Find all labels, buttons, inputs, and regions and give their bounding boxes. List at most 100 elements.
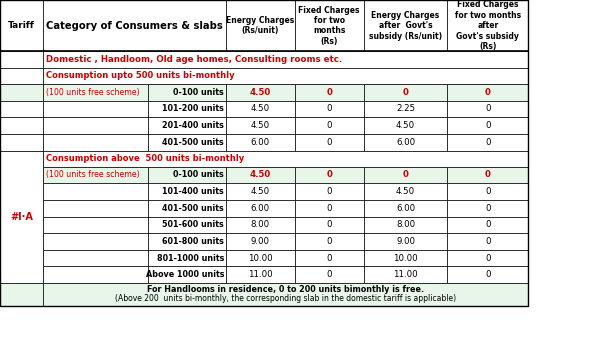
Text: 0: 0 — [485, 270, 491, 279]
Bar — [447, 0, 528, 51]
Bar — [364, 101, 447, 117]
Bar — [148, 217, 226, 233]
Bar — [447, 266, 528, 283]
Bar — [447, 200, 528, 217]
Bar — [43, 200, 148, 217]
Text: Consumption upto 500 units bi-monthly: Consumption upto 500 units bi-monthly — [46, 71, 234, 81]
Bar — [226, 266, 295, 283]
Text: 601-800 units: 601-800 units — [162, 237, 224, 246]
Bar — [0, 84, 43, 101]
Text: 0: 0 — [326, 187, 332, 196]
Bar — [226, 0, 295, 51]
Bar — [295, 134, 364, 151]
Bar — [295, 183, 364, 200]
Bar — [226, 117, 295, 134]
Text: 401-500 units: 401-500 units — [162, 138, 224, 147]
Text: (Above 200  units bi-monthly, the corresponding slab in the domestic tariff is a: (Above 200 units bi-monthly, the corresp… — [115, 295, 456, 303]
Text: Fixed Charges
for two
months
(Rs): Fixed Charges for two months (Rs) — [298, 6, 360, 46]
Bar — [148, 117, 226, 134]
Bar — [226, 134, 295, 151]
Text: 6.00: 6.00 — [251, 138, 270, 147]
Bar — [295, 250, 364, 266]
Text: 4.50: 4.50 — [251, 121, 270, 130]
Text: 101-400 units: 101-400 units — [162, 187, 224, 196]
Text: 0: 0 — [485, 88, 491, 97]
Text: 4.50: 4.50 — [250, 170, 271, 179]
Text: 11.00: 11.00 — [393, 270, 418, 279]
Text: (100 units free scheme): (100 units free scheme) — [46, 88, 139, 97]
Text: 4.50: 4.50 — [250, 88, 271, 97]
Bar — [0, 0, 528, 306]
Bar — [43, 51, 528, 68]
Bar — [447, 233, 528, 250]
Text: #I·A: #I·A — [10, 212, 33, 222]
Bar — [43, 0, 226, 51]
Text: 0: 0 — [326, 121, 332, 130]
Text: 0-100 units: 0-100 units — [173, 170, 224, 179]
Bar — [295, 200, 364, 217]
Bar — [148, 250, 226, 266]
Text: 0: 0 — [485, 121, 491, 130]
Text: 10.00: 10.00 — [248, 254, 273, 263]
Bar — [0, 233, 43, 250]
Text: 9.00: 9.00 — [396, 237, 415, 246]
Text: 10.00: 10.00 — [393, 254, 418, 263]
Bar — [226, 217, 295, 233]
Bar — [295, 233, 364, 250]
Text: 0: 0 — [326, 220, 332, 229]
Bar — [226, 167, 295, 183]
Bar — [0, 134, 43, 151]
Bar — [364, 84, 447, 101]
Bar — [447, 183, 528, 200]
Bar — [0, 151, 43, 167]
Bar — [364, 233, 447, 250]
Text: Domestic , Handloom, Old age homes, Consulting rooms etc.: Domestic , Handloom, Old age homes, Cons… — [46, 55, 342, 64]
Text: Category of Consumers & slabs: Category of Consumers & slabs — [46, 21, 223, 31]
Bar — [148, 233, 226, 250]
Bar — [148, 101, 226, 117]
Bar — [148, 200, 226, 217]
Bar — [43, 117, 148, 134]
Bar — [447, 117, 528, 134]
Bar — [148, 167, 226, 183]
Bar — [364, 117, 447, 134]
Bar — [43, 101, 148, 117]
Bar — [0, 217, 43, 233]
Bar — [226, 84, 295, 101]
Bar — [43, 233, 148, 250]
Text: 8.00: 8.00 — [396, 220, 415, 229]
Bar — [0, 266, 43, 283]
Text: 6.00: 6.00 — [396, 204, 415, 213]
Bar — [0, 183, 43, 200]
Bar — [148, 183, 226, 200]
Text: 8.00: 8.00 — [251, 220, 270, 229]
Bar — [0, 250, 43, 266]
Bar — [148, 84, 226, 101]
Bar — [364, 167, 447, 183]
Bar — [226, 101, 295, 117]
Bar — [43, 217, 148, 233]
Bar — [43, 151, 528, 167]
Bar — [0, 117, 43, 134]
Bar — [43, 68, 528, 84]
Bar — [364, 0, 447, 51]
Text: 0: 0 — [485, 138, 491, 147]
Bar — [364, 183, 447, 200]
Text: 801-1000 units: 801-1000 units — [157, 254, 224, 263]
Bar — [43, 134, 148, 151]
Text: 0: 0 — [485, 237, 491, 246]
Bar — [0, 151, 43, 283]
Bar — [447, 84, 528, 101]
Bar — [447, 250, 528, 266]
Bar — [148, 134, 226, 151]
Text: 0: 0 — [326, 270, 332, 279]
Bar — [0, 283, 43, 306]
Text: 6.00: 6.00 — [251, 204, 270, 213]
Bar — [43, 183, 148, 200]
Bar — [295, 217, 364, 233]
Text: For Handlooms in residence, 0 to 200 units bimonthly is free.: For Handlooms in residence, 0 to 200 uni… — [147, 286, 424, 294]
Bar — [43, 84, 148, 101]
Text: Energy Charges
(Rs/unit): Energy Charges (Rs/unit) — [226, 16, 294, 35]
Text: Tariff: Tariff — [8, 21, 35, 30]
Text: 0: 0 — [485, 204, 491, 213]
